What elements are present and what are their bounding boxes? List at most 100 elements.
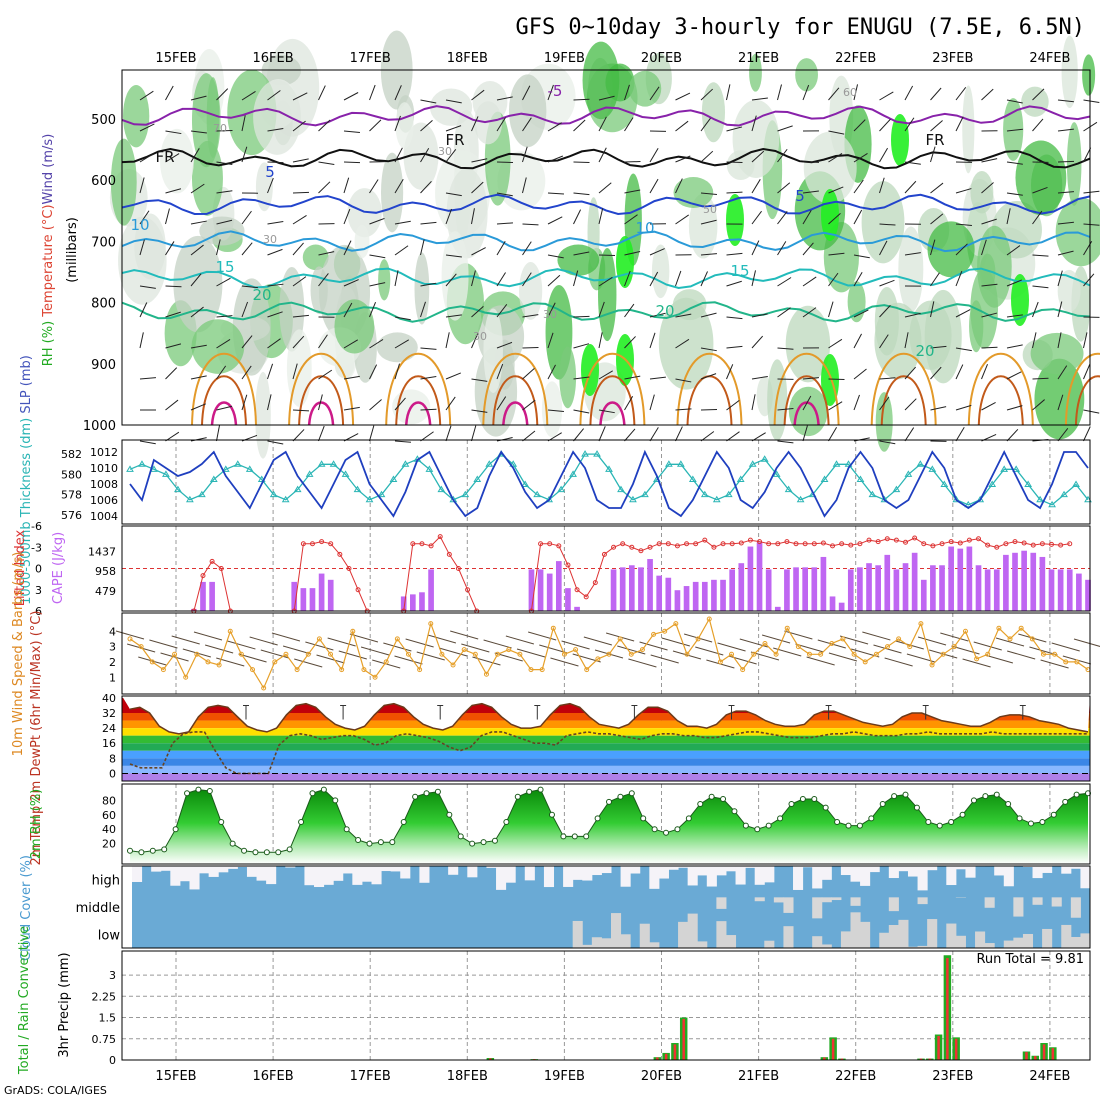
wind-barb: [369, 282, 386, 287]
cloud-high-gap: [678, 866, 689, 868]
wind-speed-point: [405, 651, 411, 657]
cloud-high-gap: [620, 866, 631, 887]
wind-barb: [267, 90, 281, 101]
rh-shade: [110, 138, 137, 226]
wind-speed-point: [550, 625, 556, 631]
thickness-point: [1024, 480, 1033, 488]
upper-air-y-tick: 700: [91, 235, 116, 250]
wind-barb: [216, 339, 231, 349]
wind-barb: [1032, 399, 1045, 411]
wind-speed-point: [918, 621, 924, 627]
wind-barb: [165, 399, 179, 411]
date-label-top: 15FEB: [155, 51, 196, 66]
rh-point: [275, 849, 282, 856]
wind-barb-10m: [561, 640, 590, 650]
wind-barb: [853, 271, 863, 287]
wind-barb: [445, 273, 457, 287]
cape-bar: [920, 579, 927, 611]
wind-barb: [675, 178, 683, 194]
cape-bar: [318, 573, 325, 611]
rh-shade: [1030, 332, 1084, 375]
wind-barb: [1083, 426, 1091, 442]
wind-barb: [292, 191, 310, 194]
cape-bar: [1012, 552, 1018, 611]
minmax-marker: [631, 704, 638, 720]
cloud-mid-bar: [1070, 897, 1081, 918]
wind-barb: [1032, 118, 1044, 132]
upper-air-y-tick: 500: [91, 113, 116, 128]
temperature-contour: [307, 401, 335, 426]
wind-barb: [343, 375, 360, 380]
wind-barb-10m: [327, 637, 356, 647]
isotherm-line: [121, 147, 1091, 170]
cloud-high-gap: [888, 866, 899, 879]
rh-point: [879, 801, 886, 807]
thickness-point: [916, 460, 925, 467]
thickness-point: [341, 470, 350, 477]
date-label-bottom: 23FEB: [932, 1069, 973, 1084]
rh-tick: 80: [102, 794, 116, 807]
temp-ylabel: 2m Temp 2m DewPt (6hr Min/Max) (°C): [29, 611, 44, 866]
date-label-bottom: 21FEB: [738, 1069, 779, 1084]
thickness-point: [557, 485, 565, 493]
wind-speed-point: [784, 625, 790, 631]
wind-barb: [267, 283, 284, 287]
wind-barb: [241, 146, 248, 163]
cape-bar: [647, 559, 653, 611]
temperature-contour: [967, 352, 1034, 426]
wind-barb: [139, 440, 156, 445]
wind-barb: [165, 188, 182, 194]
wind-barb: [547, 302, 556, 318]
wind-barb: [522, 241, 532, 256]
rh-point: [1062, 798, 1069, 805]
wind-barb: [165, 367, 178, 380]
wind-barb-10m: [639, 641, 668, 651]
cape-bar: [537, 569, 544, 611]
wind-barb: [445, 254, 462, 258]
li-point: [620, 541, 626, 547]
thickness-point: [401, 460, 410, 467]
wind-barb: [547, 122, 562, 132]
wind-barb-10m: [1018, 633, 1047, 643]
wind-barb: [675, 426, 683, 442]
thickness-point: [221, 465, 230, 472]
li-line: [193, 535, 1070, 612]
cloud-high-gap: [246, 866, 258, 877]
rh-shade: [508, 74, 547, 148]
wind-barb: [1083, 223, 1100, 226]
cape-bar: [747, 546, 754, 611]
temperature-contour: [492, 375, 539, 426]
cloud-high-gap: [419, 866, 430, 883]
wind-barb-10m: [249, 636, 278, 646]
thickness-point: [162, 470, 170, 477]
li-tick: 6: [35, 605, 42, 618]
wind-speed-point: [773, 651, 779, 657]
cloud-high-gap: [1080, 866, 1091, 889]
wind-speed-point: [896, 636, 902, 642]
wind-barb-10m: [984, 654, 1014, 664]
rh-point: [936, 822, 943, 829]
cloud-high-gap: [764, 866, 775, 883]
cape-bar: [893, 569, 900, 611]
wind-barb: [700, 150, 714, 163]
wind-barb: [879, 240, 888, 256]
wind-speed-point: [851, 651, 857, 657]
minmax-marker: [534, 704, 541, 720]
cloud-high-gap: [1032, 866, 1043, 879]
cloud-high-gap: [869, 866, 880, 873]
cape-tick: 958: [95, 565, 116, 578]
wind-barb: [471, 270, 476, 287]
rh-point: [868, 815, 875, 822]
wind-barb: [445, 99, 462, 104]
wind-barb: [649, 86, 660, 101]
wind-barb-10m: [884, 657, 913, 667]
wind-barb: [394, 363, 400, 380]
wind-barb: [165, 285, 182, 288]
cloud-low-bar: [678, 921, 689, 948]
cape-bar: [291, 581, 298, 611]
cloud-high-gap: [793, 866, 804, 890]
rh-point: [412, 793, 419, 800]
li-point: [592, 580, 598, 586]
temperature-contour: [395, 375, 442, 426]
wind-barb: [241, 91, 256, 101]
